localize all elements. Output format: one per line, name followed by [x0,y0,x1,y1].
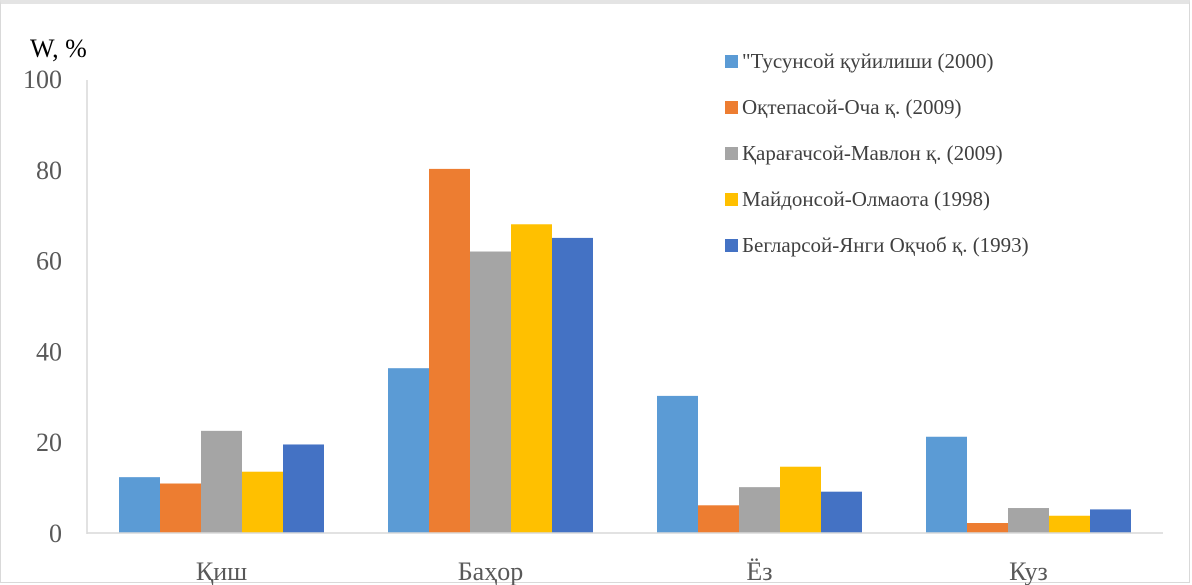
bar [388,368,429,533]
y-axis-ticks: 0 20 40 60 80 100 [23,65,62,548]
y-tick-label: 20 [36,428,62,457]
bar [967,523,1008,533]
y-tick-label: 80 [36,156,62,185]
bar [470,251,511,533]
legend: "Тусунсой қуйилиши (2000) Оқтепасой-Оча қ… [725,49,1029,257]
legend-swatch [725,239,738,252]
legend-swatch [725,101,738,114]
legend-label: Бегларсой-Янги Оқчоб қ. (1993) [742,233,1029,257]
bars [119,168,1131,533]
bar [657,395,698,533]
y-tick-label: 40 [36,337,62,366]
bar [511,224,552,533]
bar [698,505,739,533]
bar [160,483,201,533]
x-tick-label: Ёз [746,557,772,585]
bar [242,471,283,533]
bar [283,444,324,533]
bar [1008,508,1049,533]
x-tick-label: Қиш [196,557,247,585]
bar [429,168,470,533]
legend-label: Оқтепасой-Оча қ. (2009) [742,95,961,119]
legend-swatch [725,147,738,160]
legend-swatch [725,193,738,206]
legend-label: Майдонсой-Олмаота (1998) [742,187,990,211]
legend-swatch [725,55,738,68]
legend-label: Қарағачсой-Мавлон қ. (2009) [742,141,1003,165]
x-tick-label: Куз [1009,557,1048,585]
y-axis-label: W, % [30,34,87,63]
y-tick-label: 60 [36,247,62,276]
bar [739,487,780,533]
bar [1090,509,1131,533]
bar [926,436,967,533]
bar [821,491,862,533]
x-axis-ticks: Қиш Баҳор Ёз Куз [196,557,1048,585]
legend-label: "Тусунсой қуйилиши (2000) [742,49,994,73]
bar [780,466,821,533]
y-tick-label: 0 [49,519,62,548]
y-tick-label: 100 [23,65,62,94]
bar [119,477,160,533]
x-tick-label: Баҳор [458,557,523,585]
bar [1049,515,1090,533]
bar [201,430,242,533]
bar [552,237,593,533]
